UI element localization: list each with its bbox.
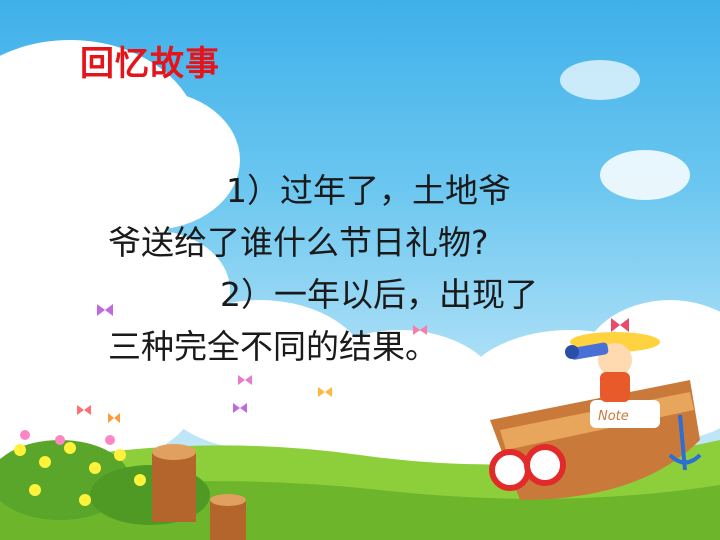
cloud-icon [600,150,690,200]
question-2-line-1: 2）一年以后，出现了 [220,275,538,314]
slide-title: 回忆故事 [80,44,220,84]
story-questions: 1）过年了，土地爷 爷送给了谁什么节日礼物? 2）一年以后，出现了 三种完全不同… [108,165,678,373]
question-1-line-1: 1）过年了，土地爷 [226,171,511,210]
cloud-icon [560,60,640,100]
boat-icon: Note [489,380,702,500]
butterfly-icon [77,304,629,423]
tree-stump-icon [152,444,246,540]
question-1-line-2: 爷送给了谁什么节日礼物? [108,223,489,262]
svg-text:Note: Note [598,409,629,424]
question-2-line-2: 三种完全不同的结果。 [108,327,438,366]
child-with-telescope-icon [565,332,660,402]
